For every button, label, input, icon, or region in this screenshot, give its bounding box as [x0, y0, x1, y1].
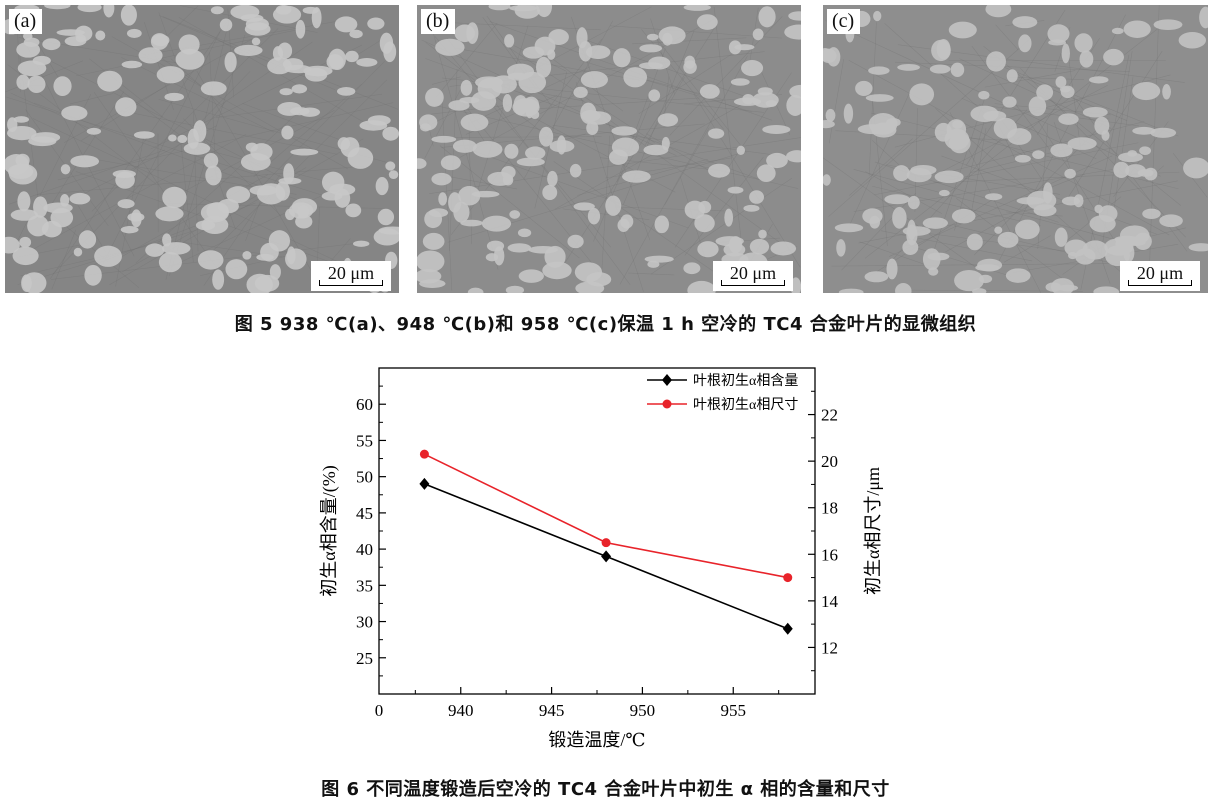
legend-marker — [662, 374, 672, 386]
micrograph-b-scale-text: 20 μm — [729, 263, 777, 283]
x-tick-label: 940 — [448, 701, 474, 720]
legend-label: 叶根初生α相含量 — [693, 372, 798, 389]
micrograph-a: (a) 20 μm — [5, 5, 399, 293]
x-tick-label: 945 — [539, 701, 565, 720]
figure-6-chart: 940 945 950 955 0 25 30 35 40 45 50 55 60 12 14 16 18 20 2… — [319, 367, 883, 750]
y-left-tick-label: 25 — [356, 649, 373, 668]
y-left-tick-label: 30 — [356, 613, 373, 632]
figure-5-caption: 图 5 938 ℃(a)、948 ℃(b)和 958 ℃(c)保温 1 h 空冷… — [234, 314, 977, 335]
x-origin-label: 0 — [375, 701, 384, 720]
y-left-tick-label: 50 — [356, 468, 373, 487]
micrograph-c-scalebar: 20 μm — [1120, 261, 1200, 291]
micrograph-b-label: (b) — [421, 9, 456, 34]
micrograph-c-scale-text: 20 μm — [1136, 263, 1184, 283]
x-tick-label: 955 — [721, 701, 747, 720]
micrograph-a-scale-text: 20 μm — [327, 263, 375, 283]
series-1-point — [601, 550, 612, 563]
series-2-point — [419, 449, 429, 459]
series-2-point — [783, 573, 793, 583]
micrograph-b-image — [417, 5, 801, 293]
axes-layer: 940 945 950 955 0 25 30 35 40 45 50 55 60 12 14 16 18 20 2… — [356, 385, 839, 720]
micrograph-c-scale-line — [1128, 280, 1192, 286]
micrograph-b-scale-line — [721, 280, 785, 286]
series-2-point — [601, 538, 611, 548]
y-right-tick-label: 18 — [821, 499, 838, 518]
x-axis-label: 锻造温度/℃ — [548, 730, 645, 750]
micrograph-a-label: (a) — [9, 9, 43, 34]
micrograph-c-label: (c) — [827, 9, 861, 34]
y-right-tick-label: 16 — [821, 545, 838, 564]
figure-6-caption: 图 6 不同温度锻造后空冷的 TC4 合金叶片中初生 α 相的含量和尺寸 — [321, 779, 890, 800]
micrograph-a-scale-line — [319, 280, 383, 286]
y-left-tick-label: 35 — [356, 576, 373, 595]
y-right-tick-label: 14 — [821, 592, 839, 611]
y-right-tick-label: 22 — [821, 406, 838, 425]
micrograph-a-image — [5, 5, 399, 293]
series-layer — [419, 449, 793, 635]
y-right-tick-label: 20 — [821, 452, 838, 471]
y-right-tick-label: 12 — [821, 638, 838, 657]
y-axis-left-label: 初生α相含量/(%) — [319, 465, 340, 596]
micrograph-b: (b) 20 μm — [417, 5, 801, 293]
plot-frame — [378, 367, 816, 695]
y-axis-right-label: 初生α相尺寸/μm — [863, 467, 883, 595]
micrograph-c: (c) 20 μm — [823, 5, 1208, 293]
series-1-point — [419, 477, 430, 490]
y-left-tick-label: 40 — [356, 540, 373, 559]
x-tick-label: 950 — [630, 701, 656, 720]
series-1-point — [782, 622, 793, 635]
micrograph-c-image — [823, 5, 1208, 293]
legend-marker — [662, 399, 672, 409]
y-left-tick-label: 60 — [356, 395, 373, 414]
micrograph-b-scalebar: 20 μm — [713, 261, 793, 291]
y-left-tick-label: 45 — [356, 504, 373, 523]
y-left-tick-label: 55 — [356, 431, 373, 450]
micrograph-a-scalebar: 20 μm — [311, 261, 391, 291]
legend-label: 叶根初生α相尺寸 — [693, 396, 798, 413]
